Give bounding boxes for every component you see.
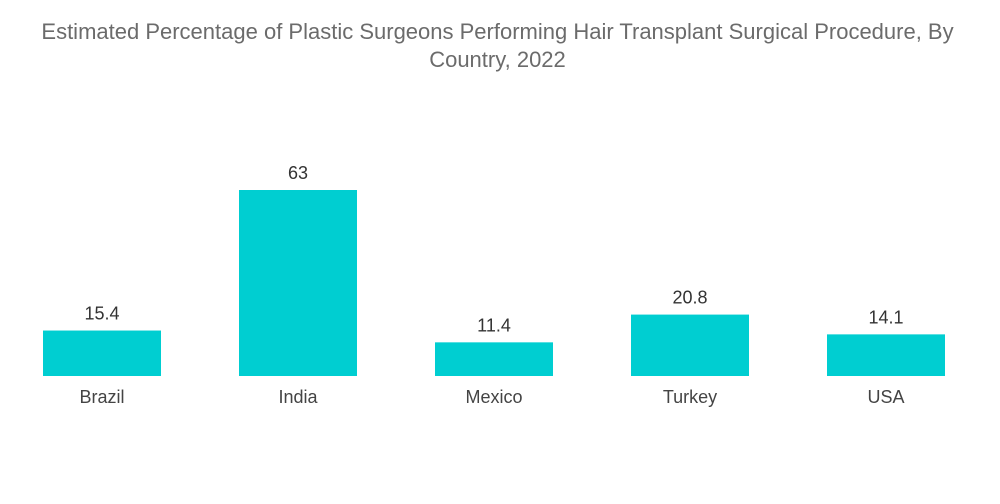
value-label: 11.4 xyxy=(477,315,511,335)
value-label: 14.1 xyxy=(868,307,903,327)
category-label: Turkey xyxy=(663,387,717,407)
bar-brazil xyxy=(43,330,161,376)
category-label: Brazil xyxy=(79,387,124,407)
chart-title: Estimated Percentage of Plastic Surgeons… xyxy=(41,19,954,72)
value-label: 63 xyxy=(288,163,308,183)
bar-turkey xyxy=(631,314,749,376)
value-label: 15.4 xyxy=(84,304,119,324)
bar-usa xyxy=(827,334,945,376)
category-label: India xyxy=(278,387,318,407)
bar-india xyxy=(239,190,357,376)
value-label: 20.8 xyxy=(672,288,707,308)
category-label: USA xyxy=(867,387,904,407)
category-label: Mexico xyxy=(465,387,522,407)
bar-mexico xyxy=(435,342,553,376)
